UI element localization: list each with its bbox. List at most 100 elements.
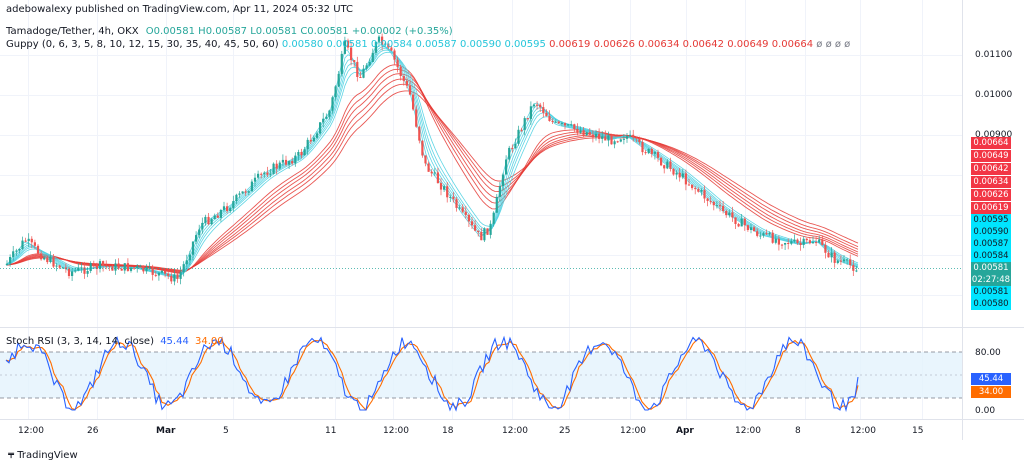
candle-body [712, 201, 715, 206]
candle-body [734, 217, 737, 224]
candle-body [260, 173, 263, 175]
time-tick: 15 [912, 426, 924, 436]
candle-body [319, 122, 322, 134]
candle-body [377, 36, 381, 42]
current-price-label: 0.00581 02:27:48 [971, 262, 1011, 286]
bar-countdown: 02:27:48 [971, 275, 1011, 285]
candle-body [424, 155, 427, 164]
guppy-empty-values: ø ø ø ø [816, 39, 851, 50]
candle-body [123, 263, 126, 271]
guppy-title[interactable]: Guppy (0, 6, 3, 5, 8, 10, 12, 15, 30, 35… [6, 39, 279, 50]
candle-body [58, 265, 61, 268]
time-tick: Mar [156, 426, 176, 436]
guppy-cyan-line [5, 49, 859, 277]
candle-body [399, 67, 402, 76]
stoch-title[interactable]: Stoch RSI (3, 3, 14, 14, close) [6, 336, 154, 347]
guppy-red-values: 0.00619 0.00626 0.00634 0.00642 0.00649 … [549, 39, 814, 50]
candle-body [46, 257, 49, 263]
candle-body [204, 216, 207, 223]
candle-body [195, 235, 198, 242]
candle-body [681, 173, 684, 178]
candle-body [278, 162, 281, 169]
candle-body [312, 137, 315, 142]
candle-body [514, 143, 517, 148]
candle-body [105, 265, 108, 267]
candle-body [306, 139, 309, 150]
candle-body [824, 244, 827, 253]
candle-body [154, 274, 157, 276]
candle-body [210, 219, 213, 225]
candle-body [517, 129, 520, 144]
candle-body [687, 184, 691, 186]
current-price: 0.00581 [973, 263, 1009, 273]
candle-body [477, 230, 480, 232]
candle-body [328, 110, 331, 117]
candle-body [371, 52, 374, 62]
candle-body [198, 229, 201, 236]
candle-body [27, 238, 30, 242]
candle-body [802, 238, 805, 245]
symbol-title[interactable]: Tamadoge/Tether, 4h, OKX [6, 26, 139, 37]
candle-body [334, 86, 337, 98]
candle-body [241, 191, 244, 194]
candle-body [501, 174, 505, 187]
candle-body [551, 121, 554, 122]
candle-body [390, 47, 393, 51]
candle-body [49, 256, 52, 262]
time-tick: 11 [325, 426, 337, 436]
candle-body [846, 259, 849, 261]
candle-body [433, 172, 436, 174]
candle-body [374, 41, 377, 53]
candle-body [647, 148, 650, 154]
candle-body [703, 190, 706, 199]
candle-body [120, 268, 123, 271]
candle-body [430, 171, 433, 174]
candle-body [288, 161, 291, 165]
time-tick: 12:00 [18, 426, 44, 436]
candle-body [176, 274, 179, 279]
candle-body [827, 252, 830, 258]
guppy-cyan-label: 0.00587 [971, 238, 1011, 250]
candle-body [185, 260, 188, 265]
candle-body [601, 136, 604, 139]
candle-body [492, 212, 495, 224]
candle-body [151, 266, 154, 275]
candle-body [275, 163, 278, 169]
candle-body [594, 133, 598, 138]
candle-body [179, 272, 182, 279]
candle-body [780, 244, 784, 246]
guppy-red-line [5, 90, 859, 271]
candle-body [331, 97, 334, 111]
candle-body [368, 62, 371, 66]
candle-body [164, 270, 167, 274]
guppy-cyan-label: 0.00590 [971, 226, 1011, 238]
candle-body [136, 265, 139, 268]
candle-body [663, 165, 666, 169]
candle-body [95, 264, 98, 269]
candle-body [480, 232, 483, 241]
guppy-cyan-label: 0.00584 [971, 250, 1011, 262]
candle-body [759, 235, 762, 237]
guppy-red-label: 0.00619 [971, 202, 1011, 214]
candle-body [188, 254, 191, 261]
candle-body [815, 242, 818, 244]
candle-body [483, 228, 486, 241]
stoch-legend: Stoch RSI (3, 3, 14, 14, close) 45.44 34… [6, 336, 224, 347]
candle-body [216, 215, 219, 218]
candle-body [322, 118, 325, 123]
candle-body [694, 188, 697, 190]
candle-body [833, 252, 836, 263]
candle-body [557, 121, 560, 124]
candle-body [796, 239, 799, 243]
candle-body [291, 161, 294, 164]
candle-body [269, 173, 272, 175]
candle-body [855, 270, 858, 272]
candle-body [33, 242, 36, 246]
candle-body [554, 121, 557, 123]
candle-body [591, 134, 594, 138]
candle-body [284, 159, 288, 165]
guppy-cyan-ribbon [5, 41, 859, 279]
candle-body [458, 207, 461, 209]
candle-body [315, 133, 319, 138]
